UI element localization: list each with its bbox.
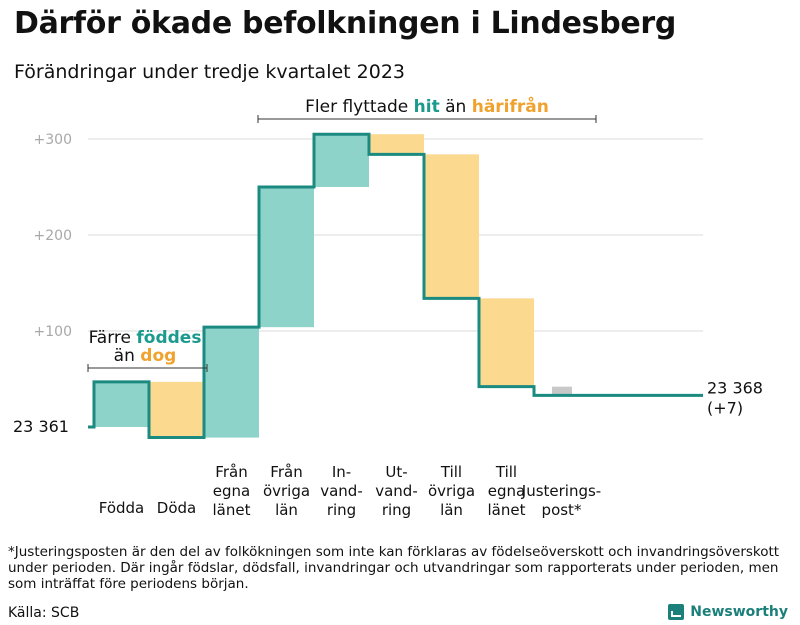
page-subtitle: Förändringar under tredje kvartalet 2023 <box>14 61 406 83</box>
x-label-fran-ovriga-lan-1: övriga <box>263 482 310 500</box>
end-value-label: 23 368 <box>707 378 763 397</box>
footnote: *Justeringsposten är den del av folkökni… <box>8 544 780 592</box>
x-label-invandring-1: vand- <box>320 482 363 500</box>
end-change-label: (+7) <box>707 398 743 417</box>
annotation-births-line1: Färre föddes <box>89 328 202 348</box>
x-label-fran-ovriga-lan-2: län <box>275 501 298 519</box>
x-label-utvandring-2: ring <box>382 501 411 519</box>
bar-justeringspost <box>552 386 572 396</box>
x-label-till-egna-lanet-1: egna <box>488 482 525 500</box>
x-label-invandring-0: In- <box>332 463 351 481</box>
x-label-till-ovriga-lan-2: län <box>440 501 463 519</box>
x-label-justeringspost-1: post* <box>542 501 582 519</box>
bar-fodda <box>94 381 149 427</box>
x-label-utvandring-0: Ut- <box>385 463 407 481</box>
bar-till-ovriga-lan <box>424 154 479 299</box>
annotation-births-line2: än dog <box>114 346 177 366</box>
running-total-line <box>88 132 703 440</box>
x-label-utvandring-1: vand- <box>375 482 418 500</box>
x-label-justeringspost-0: Justerings- <box>521 482 601 500</box>
bar-doda <box>149 381 204 438</box>
x-label-doda-0: Döda <box>157 499 196 517</box>
x-label-till-egna-lanet-0: Till <box>495 463 517 481</box>
bar-till-egna-lanet <box>479 298 534 387</box>
newsworthy-icon <box>668 604 685 620</box>
y-tick-label-200: +200 <box>34 228 72 244</box>
x-label-fran-egna-lanet-0: Från <box>215 463 247 481</box>
x-label-fodda-0: Födda <box>99 499 145 517</box>
x-label-till-egna-lanet-2: länet <box>488 501 526 519</box>
x-label-till-ovriga-lan-0: Till <box>440 463 462 481</box>
x-label-fran-ovriga-lan-0: Från <box>270 463 302 481</box>
page-title: Därför ökade befolkningen i Lindesberg <box>14 6 677 41</box>
annotation-migration: Fler flyttade hit än härifrån <box>305 95 549 117</box>
brand-logo[interactable]: Newsworthy <box>668 604 788 620</box>
bar-fran-ovriga-lan <box>259 187 314 328</box>
x-label-invandring-2: ring <box>327 501 356 519</box>
bar-utvandring <box>369 134 424 155</box>
x-label-fran-egna-lanet-2: länet <box>213 501 251 519</box>
y-tick-label-100: +100 <box>34 324 72 340</box>
y-tick-label-300: +300 <box>34 132 72 148</box>
source-label: Källa: SCB <box>8 605 80 621</box>
start-value-label: 23 361 <box>13 417 69 436</box>
brand-name: Newsworthy <box>690 604 788 620</box>
x-label-fran-egna-lanet-1: egna <box>213 482 250 500</box>
bar-invandring <box>314 134 369 187</box>
x-label-till-ovriga-lan-1: övriga <box>428 482 475 500</box>
bar-fran-egna-lanet <box>204 327 259 438</box>
